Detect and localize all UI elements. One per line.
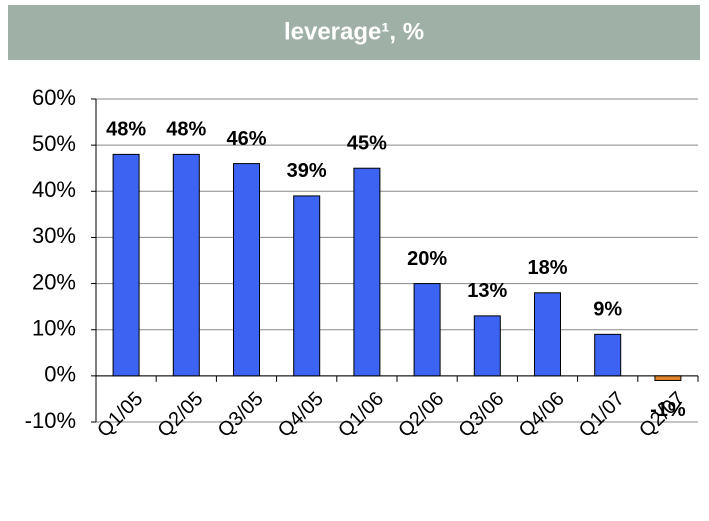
data-label: 48% <box>166 119 206 141</box>
data-label: 13% <box>467 280 507 302</box>
x-tick-label: Q4/05 <box>274 388 328 442</box>
bar <box>112 153 140 377</box>
data-label: 45% <box>347 132 387 154</box>
bar <box>353 167 381 377</box>
data-label: 18% <box>527 257 567 279</box>
bar <box>293 195 321 377</box>
bar <box>233 163 260 377</box>
x-tick-label: Q1/05 <box>93 388 147 442</box>
x-tick-label: Q3/05 <box>214 388 268 442</box>
data-label: 20% <box>407 248 447 270</box>
bar <box>534 292 561 377</box>
data-label: 9% <box>593 299 622 321</box>
bar <box>172 153 200 377</box>
data-label: 46% <box>226 128 266 150</box>
y-tick-label: 10% <box>32 316 76 341</box>
y-tick-label: 60% <box>32 85 76 110</box>
x-tick-label: Q1/07 <box>575 388 629 442</box>
data-label: 48% <box>106 119 146 141</box>
chart-title: leverage¹, % <box>284 18 424 45</box>
y-tick-label: 40% <box>32 177 76 202</box>
bar <box>413 283 441 377</box>
data-label: 39% <box>287 160 327 182</box>
bar <box>654 375 682 381</box>
y-tick-label: 0% <box>44 362 76 387</box>
data-label: -1% <box>650 399 686 421</box>
y-tick-label: 50% <box>32 131 76 156</box>
bar <box>594 333 622 377</box>
x-tick-label: Q3/06 <box>454 388 508 442</box>
x-tick-label: Q2/05 <box>153 388 207 442</box>
x-tick-label: Q1/06 <box>334 388 388 442</box>
y-tick-label: 20% <box>32 269 76 294</box>
x-tick-label: Q4/06 <box>515 388 569 442</box>
y-tick-label: -10% <box>25 408 76 433</box>
x-tick-label: Q2/06 <box>394 388 448 442</box>
title-band <box>8 5 700 60</box>
y-tick-label: 30% <box>32 223 76 248</box>
bar <box>473 315 501 377</box>
